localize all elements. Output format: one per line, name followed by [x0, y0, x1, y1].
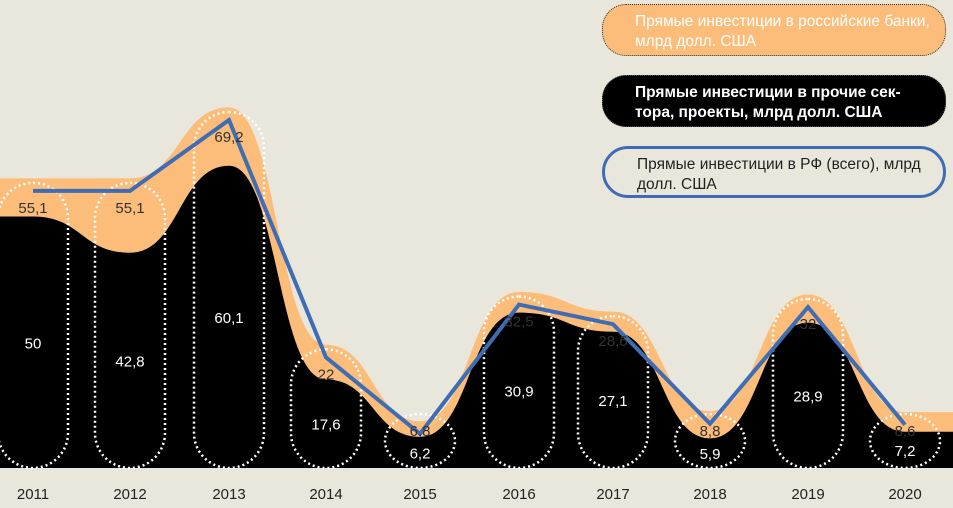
banks-label: 55,1	[115, 200, 144, 217]
banks-label: 8,6	[895, 423, 916, 440]
banks-label: 8,8	[700, 423, 721, 440]
other-sectors-label: 6,2	[410, 445, 431, 462]
year-pill-2014	[289, 348, 363, 470]
year-pill-2017	[576, 314, 650, 470]
banks-label: 55,1	[18, 200, 47, 217]
banks-label: 32	[800, 316, 817, 333]
x-tick-label: 2014	[309, 486, 342, 503]
banks-label: 69,2	[214, 129, 243, 146]
year-pill-2013	[192, 110, 266, 470]
year-pill-2020	[868, 412, 942, 470]
other-sectors-label: 5,9	[700, 446, 721, 463]
x-tick-label: 2019	[791, 486, 824, 503]
other-sectors-label: 27,1	[598, 393, 627, 410]
x-tick-label: 2016	[502, 486, 535, 503]
x-tick-label: 2020	[888, 486, 921, 503]
other-sectors-label: 60,1	[214, 310, 243, 327]
banks-label: 32,5	[504, 314, 533, 331]
other-sectors-label: 17,6	[311, 417, 340, 434]
year-pill-2019	[771, 297, 845, 470]
other-sectors-label: 30,9	[504, 383, 533, 400]
year-pill-2011	[0, 181, 70, 470]
other-sectors-label: 28,9	[793, 388, 822, 405]
other-sectors-label: 7,2	[895, 443, 916, 460]
area-other-sectors	[0, 165, 953, 468]
total-line	[33, 116, 907, 437]
x-tick-label: 2018	[693, 486, 726, 503]
banks-label: 28,6	[598, 333, 627, 350]
other-sectors-label: 42,8	[115, 353, 144, 370]
banks-label: 22	[318, 366, 335, 383]
x-tick-label: 2011	[17, 486, 49, 503]
x-tick-label: 2017	[596, 486, 629, 503]
banks-label: 6,8	[410, 423, 431, 440]
other-sectors-label: 50	[25, 335, 42, 352]
year-pill-2018	[673, 412, 747, 470]
year-pill-2016	[482, 295, 556, 470]
x-tick-label: 2012	[113, 486, 146, 503]
x-tick-label: 2013	[212, 486, 245, 503]
year-pill-2012	[93, 181, 167, 470]
legend-other-sectors: Прямые инвестиции в прочие сек-тора, про…	[602, 75, 946, 127]
legend-total: Прямые инвестиции в РФ (всего), млрд дол…	[602, 146, 946, 198]
legend-banks: Прямые инвестиции в российские банки, мл…	[602, 4, 946, 56]
x-tick-label: 2015	[403, 486, 436, 503]
year-pill-2015	[383, 412, 457, 470]
